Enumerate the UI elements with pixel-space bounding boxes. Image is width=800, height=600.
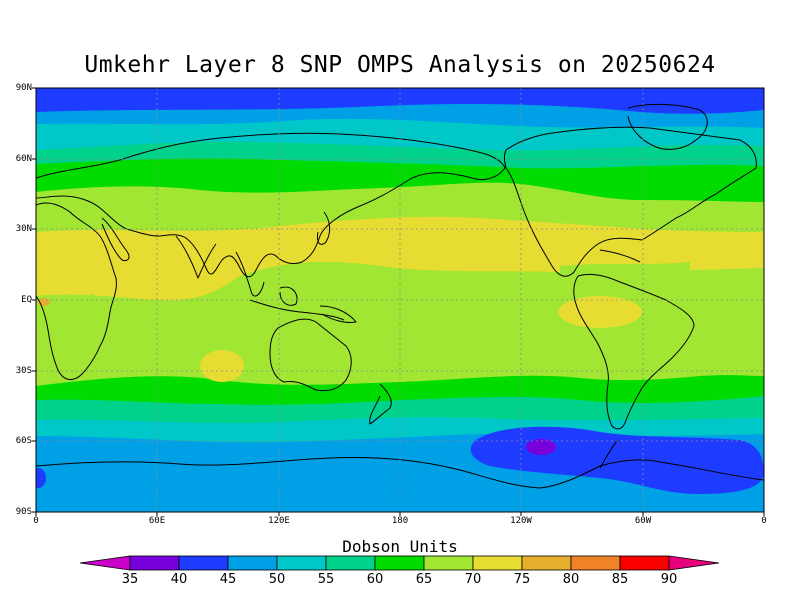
coastlines <box>36 103 764 489</box>
lon-label-180: 180 <box>391 516 409 526</box>
colorbar-arrow-high <box>668 555 720 571</box>
colorbar-label: 90 <box>660 572 678 587</box>
colorbar-label: 50 <box>268 572 286 587</box>
eurasia-outline <box>36 132 506 278</box>
lat-label-60n: 60N <box>15 154 32 164</box>
colorbar-label: 80 <box>562 572 580 587</box>
colorbar-label: 55 <box>317 572 335 587</box>
colorbar-label: 40 <box>170 572 188 587</box>
india-outline <box>175 235 217 279</box>
antarctic-peninsula-outline <box>599 439 619 469</box>
colorbar-label: 35 <box>121 572 139 587</box>
colorbar-label: 70 <box>464 572 482 587</box>
lat-label-eq: EQ <box>21 295 32 305</box>
indonesia-outline <box>249 299 345 321</box>
north-america-outline <box>504 126 757 277</box>
colorbar-label: 65 <box>415 572 433 587</box>
colorbar-segment <box>227 555 278 571</box>
colorbar-title: Dobson Units <box>342 537 458 556</box>
lat-label-90n: 90N <box>15 83 32 93</box>
lon-label-60w: 60W <box>634 516 652 526</box>
caribbean-outline <box>599 249 641 263</box>
arabia-outline <box>101 217 130 261</box>
pocket-70-75-indian <box>200 350 244 382</box>
graticule <box>36 88 764 512</box>
newguinea-outline <box>319 305 357 323</box>
lon-label-120w: 120W <box>510 516 532 526</box>
colorbar-segment <box>374 555 425 571</box>
colorbar-segment <box>129 555 180 571</box>
colorbar-segment <box>276 555 327 571</box>
lon-label-0-west: 0 <box>33 516 39 526</box>
colorbar-segment <box>472 555 523 571</box>
lat-label-30s: 30S <box>15 366 32 376</box>
colorbar-label: 45 <box>219 572 237 587</box>
pocket-40-45-west <box>36 468 46 488</box>
greenland-outline <box>627 103 708 150</box>
colorbar-segment <box>178 555 229 571</box>
colorbar-segment <box>521 555 572 571</box>
pocket-70-75-atlantic <box>558 296 642 328</box>
lon-label-60e: 60E <box>148 516 166 526</box>
low-35-40-center <box>526 439 556 455</box>
south-america-outline <box>573 273 695 430</box>
colorbar-label: 75 <box>513 572 531 587</box>
indochina-outline <box>235 251 265 297</box>
lat-label-60s: 60S <box>15 436 32 446</box>
colorbar-segment <box>325 555 376 571</box>
colorbar-segment <box>619 555 670 571</box>
ticks <box>32 87 765 516</box>
colorbar-label: 85 <box>611 572 629 587</box>
lon-label-120e: 120E <box>268 516 290 526</box>
colorbar-segment <box>570 555 621 571</box>
antarctica-outline <box>36 457 764 489</box>
lobe-65-70-atlantic <box>560 262 690 300</box>
lat-label-30n: 30N <box>15 224 32 234</box>
contour-fill <box>36 88 764 512</box>
map-title: Umkehr Layer 8 SNP OMPS Analysis on 2025… <box>84 52 716 78</box>
colorbar-arrow-low <box>79 555 131 571</box>
africa-outline <box>36 202 117 380</box>
lon-label-0-east: 0 <box>761 516 767 526</box>
colorbar-segment <box>423 555 474 571</box>
japan-outline <box>317 211 331 245</box>
borneo-outline <box>279 286 298 306</box>
lat-label-90s: 90S <box>15 507 32 517</box>
australia-outline <box>269 318 352 392</box>
colorbar <box>79 555 720 571</box>
colorbar-label: 60 <box>366 572 384 587</box>
newzealand-outline <box>369 383 392 425</box>
